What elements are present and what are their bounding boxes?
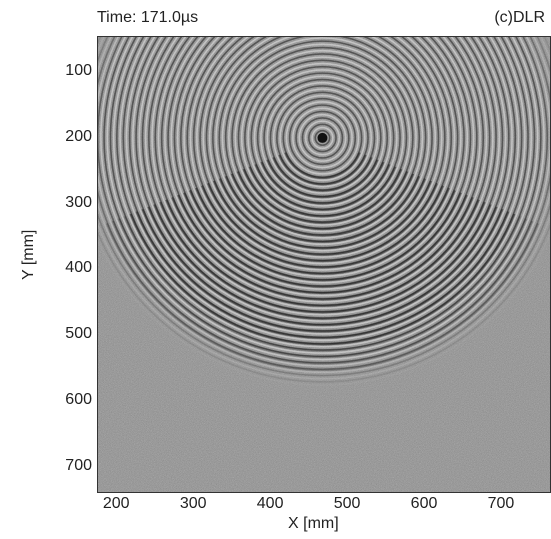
wavefront-ring [285,101,360,175]
wavefront-ring [112,36,532,348]
wavefront-arc [218,178,427,250]
wavefront-ring [314,129,331,146]
wavefront-ring [157,36,488,303]
wavefront-ring [97,36,551,377]
wavefront-ring [215,36,430,246]
wavefront-ring [196,36,449,265]
wavefront-ring [106,36,539,354]
y-tick-label: 500 [65,325,92,343]
wavefront-ring [144,36,501,316]
wavefront-ring [189,36,456,271]
wavefront-arc [284,152,361,179]
x-axis-label: X [mm] [288,515,339,532]
wavefront-arc [236,171,409,231]
wavefront-arc [153,204,492,320]
wavefront-arc [147,206,498,327]
wavefront-ring [292,107,353,169]
wavefront-arc [165,199,480,307]
wavefront-ring [176,36,469,284]
wavefront-arc [141,208,504,333]
wavefront-ring [97,36,551,383]
y-tick-label: 300 [65,193,92,211]
wavefront-arc [123,215,522,352]
credit-label: (c)DLR [494,9,545,26]
wavefront-arc [248,166,397,218]
wavefront-ring [247,62,398,214]
wavefront-ring [272,88,373,188]
wavefront-arc [135,211,510,339]
wavefront-ring [298,113,347,162]
y-tick-label: 100 [65,62,92,80]
x-tick-label: 400 [256,495,284,512]
wavefront-ring [183,36,462,278]
wavefront-ring [253,69,392,207]
wavefront-arc [177,194,468,295]
wavefront-arc [129,213,516,346]
y-tick-label: 200 [65,127,92,145]
x-tick-label: 200 [102,495,130,512]
wavefront-arc [171,197,474,301]
wavefront-ring [97,36,551,374]
wavefield-plot [97,36,551,493]
wavefront-arc [212,180,432,256]
wavefront-ring [109,36,536,351]
y-tick-label: 600 [65,390,92,408]
wavefront-arc [260,161,385,205]
wavefront-arc [195,187,450,275]
wavefront-ring [97,36,551,386]
wavefront-ring [202,36,443,258]
wavefront-ring [119,36,526,342]
wavefront-ring [311,126,334,150]
time-label: Time: 171.0µs [97,9,199,26]
wavefront-ring [295,110,350,166]
wavefront-ring [151,36,494,310]
wavefront-arc [111,220,534,365]
y-axis-label: Y [mm] [20,229,37,280]
wavefront-ring [301,117,344,159]
wavefront-arc [254,164,391,211]
wavefront-ring [125,36,520,335]
wavefront-ring [103,36,542,358]
y-tick-label: 400 [65,259,92,277]
wavefront-arc [117,218,528,359]
wavefront-ring [260,75,385,201]
wavefront-arc [183,192,462,288]
wavefront-ring [100,36,545,361]
wavefront-arc [272,156,373,192]
y-tick-label: 700 [65,456,92,474]
x-tick-label: 600 [410,495,438,512]
wavefront-arc [224,175,421,243]
wavefront-arc [266,159,379,199]
wavefront-ring [308,123,337,153]
x-tick-label: 700 [487,495,515,512]
x-tick-label: 300 [179,495,207,512]
wavefront-arc [201,185,444,269]
wavefront-ring [97,36,551,370]
wavefront-arc [206,182,438,263]
wavefront-ring [97,36,551,380]
wavefront-ring [234,49,411,226]
wavefront-ring [240,56,405,220]
wavefront-ring [228,43,417,233]
wavefront-arc [159,201,486,314]
wavefront-ring [221,37,424,239]
wavefront-ring [170,36,475,290]
wavefront-arc [278,154,367,186]
wavefront-arc [242,168,403,224]
wavefront-ring [304,120,341,156]
wavefront-ring [279,94,366,182]
wave-rings [97,36,551,386]
wavefront-ring [138,36,507,322]
wavefront-ring [132,36,513,329]
wavefront-ring [288,104,357,172]
wavefront-ring [208,36,437,252]
wavefront-arc [230,173,415,237]
x-tick-label: 500 [333,495,361,512]
source-point [317,132,328,143]
wavefront-ring [266,81,379,194]
wavefront-arc [105,222,540,371]
wavefront-arc [189,189,456,282]
wavefront-ring [164,36,481,297]
